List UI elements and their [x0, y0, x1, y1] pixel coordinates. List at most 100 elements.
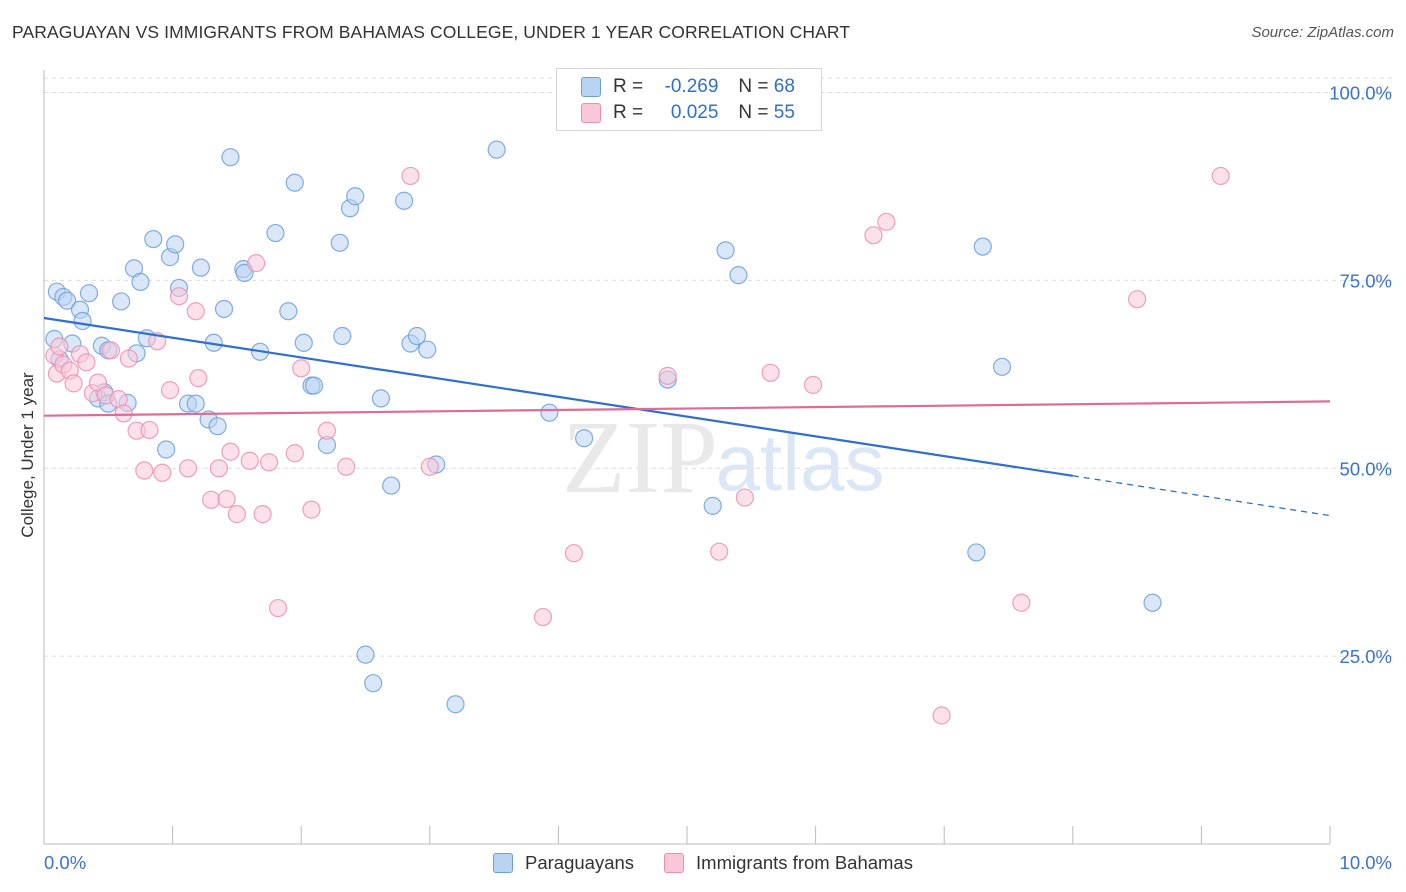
- data-point: [202, 490, 221, 509]
- data-point: [420, 457, 439, 476]
- data-point: [227, 505, 246, 524]
- data-point: [658, 366, 677, 385]
- data-point: [973, 237, 992, 256]
- watermark: ZIP atlas: [562, 400, 884, 515]
- data-point: [166, 235, 185, 254]
- legend-n-label: N =: [738, 102, 769, 123]
- legend-swatch-blue: [493, 853, 514, 873]
- data-point: [189, 368, 208, 388]
- data-point: [157, 440, 176, 459]
- data-point: [304, 376, 324, 395]
- data-point: [214, 299, 234, 319]
- data-point: [253, 505, 272, 524]
- data-point: [114, 404, 133, 423]
- data-points: [45, 140, 1230, 725]
- data-point: [703, 496, 722, 515]
- data-point: [803, 375, 823, 394]
- data-point: [259, 453, 279, 472]
- trend-line-paraguayans: [43, 316, 1073, 477]
- data-point: [160, 381, 180, 400]
- y-axis-label: College, Under 1 year: [18, 372, 37, 538]
- watermark-zip: ZIP: [562, 400, 718, 515]
- data-point: [337, 457, 356, 476]
- data-point: [564, 544, 583, 563]
- source-label: Source: ZipAtlas.com: [1251, 24, 1394, 41]
- data-point: [178, 459, 198, 478]
- data-point: [356, 645, 375, 664]
- data-point: [1012, 593, 1031, 612]
- data-point: [446, 695, 465, 714]
- trend-line-paraguayans-extension: [1072, 475, 1331, 517]
- data-point: [217, 489, 236, 509]
- data-point: [144, 229, 163, 249]
- data-point: [266, 223, 285, 243]
- data-point: [131, 272, 150, 292]
- data-point: [1211, 166, 1230, 186]
- data-point: [140, 420, 159, 440]
- data-point: [1143, 593, 1162, 612]
- data-point: [932, 706, 951, 725]
- data-point: [247, 254, 266, 273]
- data-point: [101, 341, 120, 360]
- data-point: [240, 451, 259, 470]
- data-point: [294, 333, 313, 352]
- legend-row-paraguayans: R = -0.269 N = 68: [581, 75, 795, 99]
- data-point: [292, 359, 311, 378]
- data-point: [73, 311, 92, 331]
- legend-n-value-bahamas: 55: [773, 102, 795, 123]
- trend-line-bahamas: [43, 400, 1331, 417]
- data-point: [761, 363, 780, 382]
- tick-labels: 25.0% 50.0% 75.0% 100.0% 0.0% 10.0%: [44, 83, 1392, 873]
- data-point: [79, 284, 99, 303]
- data-point: [221, 148, 240, 167]
- data-point: [394, 191, 414, 210]
- data-point: [992, 357, 1012, 376]
- chart-title: PARAGUAYAN VS IMMIGRANTS FROM BAHAMAS CO…: [12, 22, 851, 42]
- data-point: [119, 349, 138, 368]
- series-legend: Paraguayans Immigrants from Bahamas: [0, 852, 1406, 874]
- axes: [43, 70, 1331, 845]
- data-point: [285, 444, 304, 463]
- legend-r-value-bahamas: 0.025: [670, 102, 719, 123]
- x-tick-label-min: 0.0%: [44, 852, 86, 873]
- y-tick-label-100: 100.0%: [1329, 83, 1392, 104]
- legend-n-label: N =: [738, 76, 769, 97]
- data-point: [333, 326, 352, 346]
- data-point: [716, 241, 735, 260]
- data-point: [729, 266, 748, 285]
- series-2-points: [45, 166, 1230, 725]
- data-point: [1127, 290, 1147, 309]
- data-point: [575, 429, 594, 448]
- data-point: [967, 543, 986, 562]
- data-point: [208, 417, 227, 436]
- correlation-legend: R = -0.269 N = 68 R = 0.025 N = 55: [556, 68, 822, 131]
- data-point: [540, 403, 559, 422]
- legend-item-bahamas[interactable]: Immigrants from Bahamas: [664, 852, 913, 874]
- grid-lines: [44, 77, 1392, 657]
- data-point: [77, 353, 96, 372]
- y-tick-label-25: 25.0%: [1340, 646, 1392, 667]
- legend-label-bahamas: Immigrants from Bahamas: [696, 852, 913, 873]
- y-tick-label-50: 50.0%: [1340, 458, 1392, 479]
- data-point: [317, 421, 337, 440]
- data-point: [735, 488, 754, 507]
- data-point: [153, 463, 172, 482]
- data-point: [285, 173, 304, 192]
- data-point: [186, 302, 205, 321]
- data-point: [346, 187, 365, 206]
- data-point: [533, 607, 553, 627]
- legend-item-paraguayans[interactable]: Paraguayans: [493, 852, 634, 874]
- data-point: [710, 542, 729, 561]
- data-point: [407, 326, 427, 346]
- data-point: [191, 258, 210, 277]
- legend-r-value-paraguayans: -0.269: [664, 76, 719, 97]
- data-point: [112, 292, 131, 311]
- y-tick-label-75: 75.0%: [1340, 270, 1392, 291]
- legend-row-bahamas: R = 0.025 N = 55: [581, 101, 795, 125]
- data-point: [235, 263, 254, 282]
- data-point: [268, 598, 288, 618]
- data-point: [382, 476, 401, 495]
- data-point: [58, 291, 77, 310]
- data-point: [169, 287, 189, 306]
